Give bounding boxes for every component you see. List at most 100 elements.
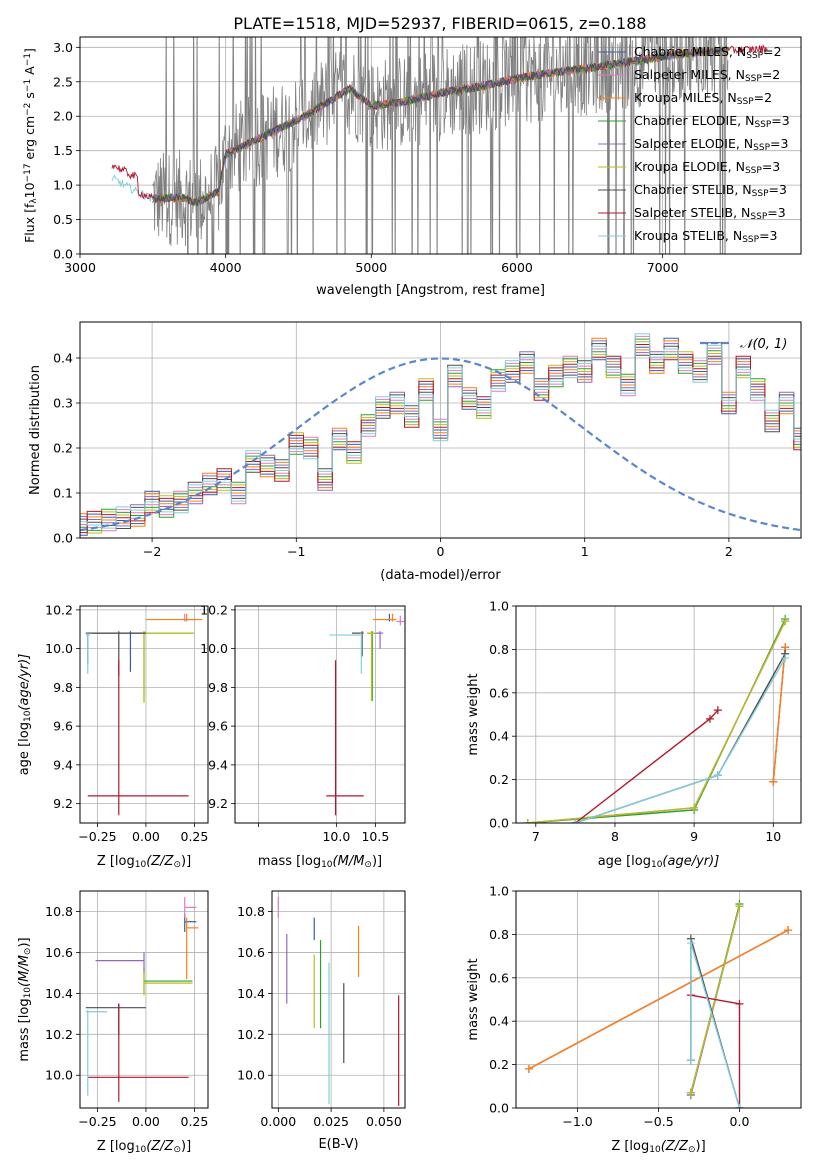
axes-frame [515,890,802,1109]
tick-label-y: 10.6 [237,945,265,960]
tick-label-y: 9.6 [208,719,228,734]
observed-spectrum [152,37,729,254]
mass-vs-Z-plot-area [85,897,199,1102]
tick-label-x: 0.00 [132,1114,160,1129]
weight-marker [524,1064,533,1073]
legend-label: Salpeter MILES, NSSP=2 [634,67,780,84]
weight-marker [781,617,790,626]
axes-frame [79,36,802,255]
tick-label-y: 1.0 [489,599,509,614]
legend-label: Kroupa STELIB, NSSP=3 [634,228,778,245]
tick-label-y: 10.6 [45,945,73,960]
y-axis-label: age [log10(age/yr)] [17,654,33,776]
legend: Chabrier MILES, NSSP=2 Salpeter MILES, NS… [598,44,790,245]
tick-label-x: 3000 [64,260,96,275]
tick-label-y: 9.4 [208,757,228,772]
tick-label-y: 0.4 [489,729,509,744]
weight-marker [571,819,580,823]
tick-label-y: 0.0 [53,531,73,546]
weight-marker [686,939,695,948]
axes-frame [271,890,406,1109]
tick-label-y: 10.2 [200,602,228,617]
legend-label: Chabrier MILES, NSSP=2 [634,44,782,61]
legend-label: Chabrier ELODIE, NSSP=3 [634,113,790,130]
hist-8 [80,333,801,529]
tick-label-x: −0.25 [78,829,116,844]
spectrum-plot-area [111,37,768,254]
chart-age-vs-mass: 10.0 10.5 9.2 9.4 9.6 9.8 10.0 10.2 mass [log10(… [200,602,406,870]
tick-label-y: 10.8 [237,904,265,919]
age-vs-mass-plot-area [326,613,405,816]
tick-label-y: 10.0 [200,641,228,656]
residuals-plot-area [80,333,801,536]
weight-marker [735,999,744,1008]
tick-label-x: 2 [725,544,733,559]
chart-weight-vs-Z: −1.0 −0.5 0.0 0.0 0.2 0.4 0.6 0.8 1.0 Z [log10(Z/… [466,884,802,1155]
tick-label-y: 0.3 [53,396,73,411]
weight-marker [705,714,714,723]
tick-label-x: 0.050 [366,1114,402,1129]
tick-label-x: 10 [765,829,781,844]
legend-label: Chabrier STELIB, NSSP=3 [634,182,787,199]
tick-label-y: 10.0 [237,1068,265,1083]
weight-marker [781,654,790,663]
y-axis-label: mass weight [466,958,481,1040]
axes-frame [515,605,802,824]
x-axis-label: Z [log10(Z/Z⊙)] [611,1139,705,1155]
hist-7 [80,344,801,534]
tick-label-y: 0.6 [489,685,509,700]
tick-label-y: 10.8 [45,904,73,919]
tick-label-x: −1.0 [562,1114,592,1129]
x-axis-label: mass [log10(M/M⊙)] [258,854,382,870]
tick-label-x: 6000 [501,260,533,275]
tick-label-y: 9.4 [53,757,73,772]
tick-label-x: 8 [611,829,619,844]
tick-label-y: 1.0 [489,884,509,899]
tick-label-y: 0.0 [489,1101,509,1116]
y-axis-label: mass [log10(M/M⊙)] [17,937,33,1061]
axes-frame [234,605,406,824]
chart-mass-vs-ebv: 0.000 0.025 0.050 10.0 10.2 10.4 10.6 10.8 E(B-V… [237,890,406,1152]
tick-label-x: 0.25 [181,829,209,844]
tick-label-x: 5000 [355,260,387,275]
weight-marker [523,819,532,823]
weight-marker [686,1088,695,1097]
x-axis-label: Z [log10(Z/Z⊙)] [97,854,191,870]
tick-label-y: 1.0 [53,178,73,193]
tick-label-y: 0.6 [489,970,509,985]
tick-label-y: 10.0 [45,1068,73,1083]
tick-label-y: 0.0 [489,816,509,831]
weight-line-7 [690,994,741,1108]
age-vs-Z-plot-area [85,613,203,816]
tick-label-y: 0.8 [489,927,509,942]
legend-label: Salpeter ELODIE, NSSP=3 [634,136,788,153]
chart-mass-vs-Z: −0.25 0.00 0.25 10.0 10.2 10.4 10.6 10.8 Z [log1… [17,890,209,1155]
legend-label: Salpeter STELIB, NSSP=3 [634,205,786,222]
tick-label-x: −0.5 [643,1114,673,1129]
weight-marker [713,771,722,780]
tick-label-x: 0.0 [730,1114,750,1129]
tick-label-y: 0.2 [53,441,73,456]
chart-spectrum: 3000 4000 5000 6000 7000 0.0 0.5 1.0 1.5 2.0 2.5 3.… [22,36,802,298]
tick-label-y: 0.8 [489,642,509,657]
weight-line-2 [772,647,786,782]
chart-residuals: −2 −1 0 1 2 0.0 0.1 0.2 0.3 0.4 𝒩(0, 1) (data-model… [28,321,802,583]
tick-label-y: 10.2 [45,1027,73,1042]
weight-line-8 [690,942,741,1108]
tick-label-x: 9 [690,829,698,844]
weight-line-2 [528,929,789,1070]
tick-label-y: 3.0 [53,40,73,55]
legend-label: Kroupa MILES, NSSP=2 [634,90,772,107]
x-axis-label: E(B-V) [318,1137,358,1152]
weight-vs-age-plot-area [523,615,790,823]
normal-reference-curve [80,357,801,532]
tick-label-y: 9.8 [53,680,73,695]
weight-marker [713,706,722,715]
tick-label-x: 10.5 [361,829,389,844]
y-axis-label: Normed distribution [28,365,43,495]
tick-label-x: 7000 [647,260,679,275]
tick-label-y: 10.0 [45,641,73,656]
model-spectrum-6 [152,45,729,207]
y-axis-label: Flux [fλ10−17 erg cm−2 s−1 A−1] [22,48,39,243]
tick-label-x: −0.25 [78,1114,116,1129]
